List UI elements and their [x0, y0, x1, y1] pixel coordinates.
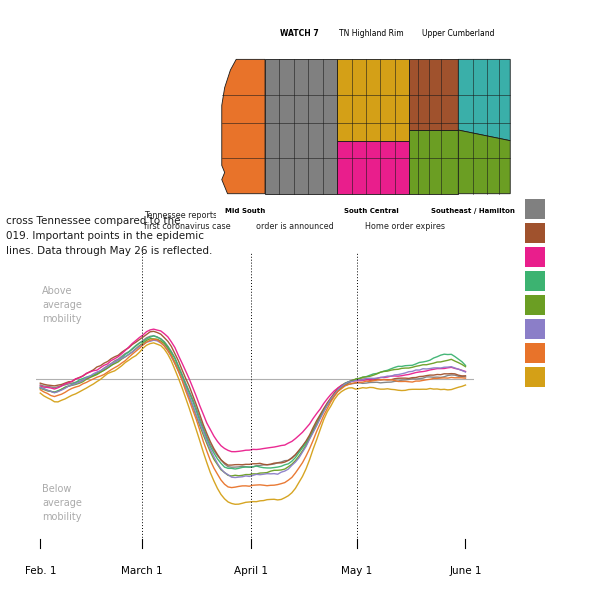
- Text: Southeast / Hamilton: Southeast / Hamilton: [431, 208, 515, 214]
- Text: Statewide Safer At Home
order is announced: Statewide Safer At Home order is announc…: [256, 211, 358, 231]
- Text: June 1: June 1: [449, 566, 482, 576]
- Polygon shape: [337, 140, 409, 194]
- Polygon shape: [409, 59, 458, 130]
- Text: April 1: April 1: [234, 566, 268, 576]
- Text: WATCH 7: WATCH 7: [280, 29, 319, 38]
- Text: Statewide Safer At
Home order expires: Statewide Safer At Home order expires: [365, 211, 445, 231]
- Polygon shape: [409, 130, 458, 194]
- Polygon shape: [458, 130, 510, 194]
- Polygon shape: [458, 59, 510, 140]
- Text: Upper Cumberland: Upper Cumberland: [422, 29, 494, 38]
- Text: TN Highland Rim: TN Highland Rim: [340, 29, 404, 38]
- Text: May 1: May 1: [341, 566, 372, 576]
- Polygon shape: [265, 59, 337, 194]
- Polygon shape: [222, 59, 265, 194]
- Text: South Central: South Central: [344, 208, 399, 214]
- Text: Mid South: Mid South: [225, 208, 265, 214]
- Text: Tennessee reports
first coronavirus case: Tennessee reports first coronavirus case: [144, 211, 230, 231]
- Text: Below
average
mobility: Below average mobility: [43, 484, 82, 521]
- Text: March 1: March 1: [121, 566, 163, 576]
- Text: Above
average
mobility: Above average mobility: [43, 286, 82, 325]
- Text: cross Tennessee compared to the
019. Important points in the epidemic
lines. Dat: cross Tennessee compared to the 019. Imp…: [6, 216, 212, 256]
- Text: Feb. 1: Feb. 1: [25, 566, 56, 576]
- Polygon shape: [337, 59, 409, 140]
